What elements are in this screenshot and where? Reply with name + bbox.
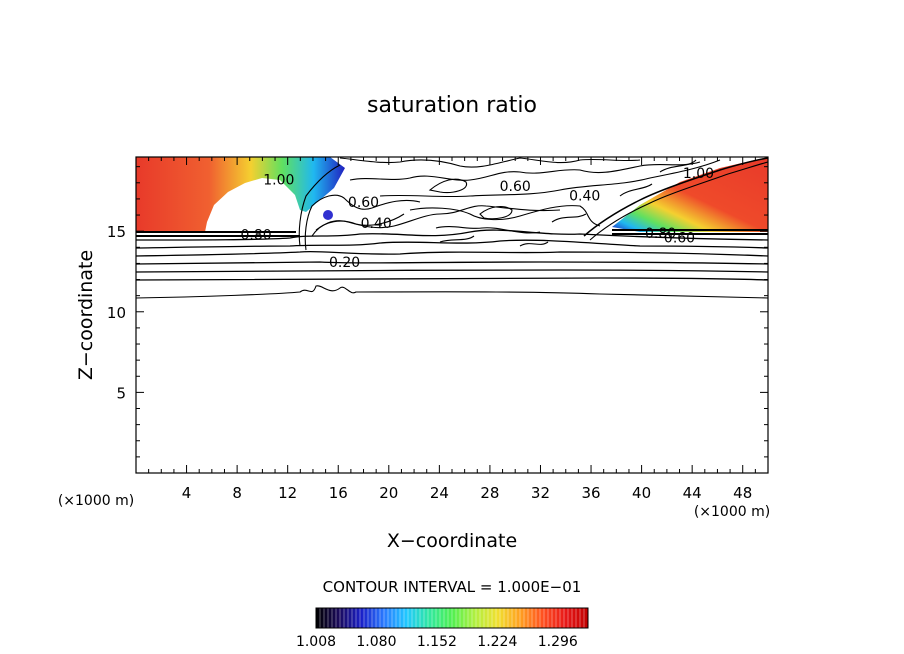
x-tick-label: 40 (632, 484, 651, 502)
y-tick-label: 5 (116, 384, 126, 402)
contour-label-group: 1.000.600.400.800.200.600.401.000.800.60 (240, 166, 714, 271)
colorbar-tick-label: 1.080 (356, 634, 396, 650)
heatmap-spot (323, 210, 333, 220)
x-tick-label: 48 (733, 484, 752, 502)
y-tick-label: 10 (107, 304, 126, 322)
colorbar-tick-labels: 1.008 1.080 1.152 1.224 1.296 (296, 634, 578, 650)
x-tick-label: 36 (581, 484, 600, 502)
y-tick-label: 15 (107, 223, 126, 241)
x-tick-label: 8 (232, 484, 242, 502)
contour-label: 0.20 (329, 255, 360, 271)
x-tick-label: 24 (430, 484, 449, 502)
x-tick-label: 4 (182, 484, 192, 502)
colorbar-fill (316, 608, 588, 628)
plot-area: 1.000.600.400.800.200.600.401.000.800.60 (136, 157, 768, 299)
colorbar-stripes (315, 608, 585, 628)
x-tick-label: 28 (480, 484, 499, 502)
y-axis-label: Z−coordinate (75, 250, 97, 380)
contour-interval-text: CONTOUR INTERVAL = 1.000E−01 (323, 578, 582, 596)
heatmap-region-right (612, 157, 768, 232)
x-tick-label: 12 (278, 484, 297, 502)
x-unit-left: (×1000 m) (58, 493, 134, 509)
colorbar-frame (315, 607, 589, 629)
colorbar-tick-label: 1.296 (538, 634, 578, 650)
x-tick-label: 44 (683, 484, 702, 502)
x-tick-label: 20 (379, 484, 398, 502)
colorbar-tick-label: 1.152 (417, 634, 457, 650)
x-tick-label: 32 (531, 484, 550, 502)
contour-label: 1.00 (263, 173, 294, 189)
colorbar-tick-label: 1.008 (296, 634, 336, 650)
colorbar: 1.008 1.080 1.152 1.224 1.296 (296, 607, 589, 650)
heatmap-region-left (136, 157, 345, 232)
contour-label: 0.40 (569, 189, 600, 205)
contour-label: 0.40 (361, 216, 392, 232)
contour-label: 0.60 (348, 195, 379, 211)
x-unit-right: (×1000 m) (694, 504, 770, 520)
chart-title: saturation ratio (367, 93, 537, 118)
contour-label: 0.80 (240, 227, 271, 243)
contour-label: 0.60 (500, 179, 531, 195)
x-tick-label: 16 (329, 484, 348, 502)
contour-label: 1.00 (683, 166, 714, 182)
contour-lines (136, 157, 768, 299)
axis-ticks (136, 157, 768, 473)
contour-label: 0.60 (664, 231, 695, 247)
contour-label: 0.80 (645, 226, 676, 242)
colorbar-tick-label: 1.224 (477, 634, 517, 650)
x-axis-label: X−coordinate (387, 530, 517, 552)
